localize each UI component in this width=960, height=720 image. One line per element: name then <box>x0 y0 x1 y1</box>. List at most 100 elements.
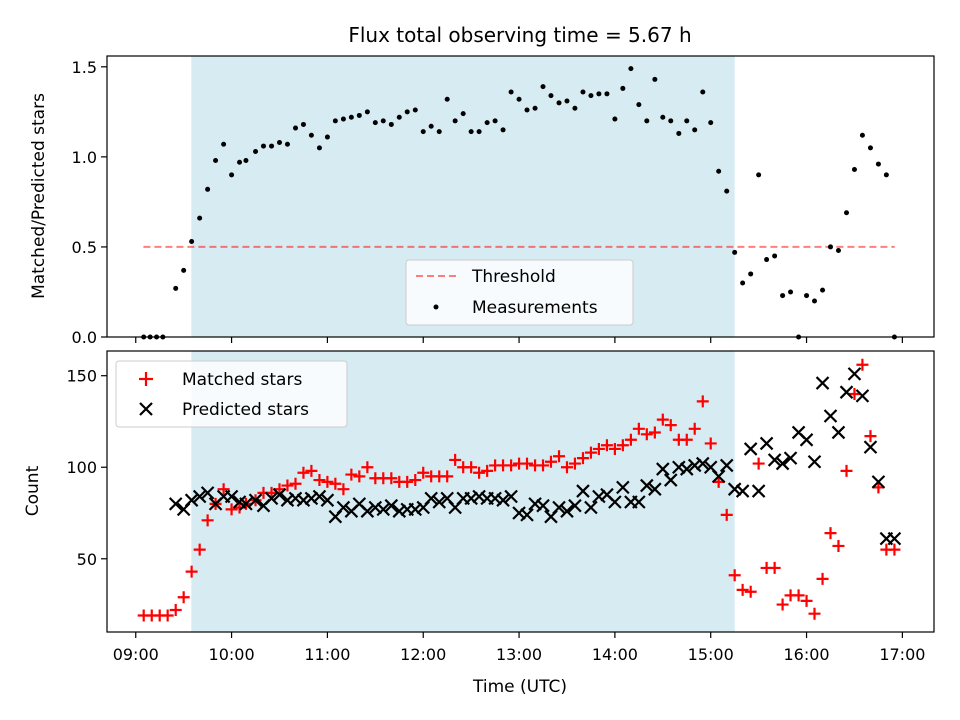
matched-star-point <box>776 598 789 611</box>
y-tick-label: 0.5 <box>72 238 97 257</box>
measurement-point <box>500 127 506 133</box>
matched-star-point <box>640 428 653 441</box>
predicted-star-point <box>616 480 630 495</box>
top-panel: 0.0 0.5 1.0 1.5 Matched/Predicted stars Thr… <box>29 55 935 347</box>
top-legend: Threshold Measurements <box>405 259 634 326</box>
predicted-star-point <box>560 504 574 518</box>
matched-star-point <box>752 457 765 470</box>
predicted-star-point <box>719 458 734 473</box>
y-tick-label: 1.5 <box>72 58 97 77</box>
measurement-point <box>492 118 498 124</box>
measurement-point <box>883 172 889 178</box>
measurement-point <box>748 271 754 277</box>
matched-star-point <box>289 477 302 490</box>
predicted-star-point <box>536 498 550 513</box>
measurement-point <box>516 96 522 102</box>
top-x-ticks <box>135 337 903 343</box>
matched-star-point <box>337 483 350 496</box>
predicted-star-point <box>424 491 438 506</box>
predicted-star-point <box>767 453 782 467</box>
matched-star-point <box>465 461 478 474</box>
predicted-star-point <box>464 491 478 506</box>
bottom-x-ticks: 09:00 10:00 11:00 12:00 13:00 14:00 15:00 16:00… <box>113 632 925 664</box>
measurement-point <box>524 107 530 113</box>
measurement-point <box>612 116 618 122</box>
legend-matched-marker <box>139 372 153 386</box>
bottom-legend-frame <box>115 360 348 428</box>
predicted-star-point <box>376 502 391 517</box>
predicted-star-point <box>504 489 518 504</box>
predicted-star-point <box>887 531 902 546</box>
matched-star-point <box>385 472 398 485</box>
predicted-star-point <box>608 495 622 509</box>
y-tick-label: 50 <box>77 550 97 569</box>
measurement-point <box>692 127 698 133</box>
matched-star-point <box>808 607 821 620</box>
matched-star-point <box>185 565 198 578</box>
measurement-point <box>772 253 778 259</box>
matched-star-point <box>193 543 206 556</box>
measurement-point <box>668 118 674 124</box>
predicted-star-point <box>783 451 798 465</box>
measurement-point <box>724 188 730 194</box>
matched-star-point <box>576 452 589 465</box>
predicted-star-point <box>823 409 838 423</box>
predicted-star-point <box>831 425 846 440</box>
measurement-point <box>484 120 490 126</box>
predicted-star-point <box>184 493 199 507</box>
predicted-star-point <box>863 440 878 454</box>
predicted-star-point <box>775 456 790 471</box>
measurement-point <box>460 111 466 117</box>
y-tick-label: 0.0 <box>72 328 97 347</box>
matched-star-point <box>832 539 845 552</box>
matched-star-point <box>441 470 454 483</box>
top-y-axis-label: Matched/Predicted stars <box>29 93 49 299</box>
matched-star-point <box>864 430 877 443</box>
x-axis-label: Time (UTC) <box>472 677 567 697</box>
matched-star-point <box>600 439 613 452</box>
matched-star-point <box>353 470 366 483</box>
measurement-point <box>556 100 562 106</box>
predicted-star-point <box>815 376 830 390</box>
predicted-star-point <box>568 498 582 513</box>
matched-star-point <box>409 474 422 487</box>
x-tick-label: 11:00 <box>304 645 350 664</box>
matched-star-point <box>856 358 869 371</box>
predicted-star-point <box>592 489 606 504</box>
matched-star-point <box>449 453 462 466</box>
measurement-point <box>205 186 211 192</box>
matched-star-point <box>792 589 805 602</box>
measurement-point <box>508 89 514 95</box>
predicted-star-point <box>847 367 862 381</box>
x-tick-label: 17:00 <box>879 645 925 664</box>
top-axes-frame <box>106 55 935 338</box>
measurement-point <box>404 109 410 115</box>
measurement-point <box>396 114 402 120</box>
matched-star-point <box>560 461 573 474</box>
measurement-point <box>237 159 243 165</box>
measurement-point <box>628 66 634 72</box>
predicted-star-point <box>663 473 678 487</box>
measurement-point <box>468 129 474 135</box>
bottom-legend: Matched stars Predicted stars <box>115 360 348 428</box>
measurement-point <box>684 118 690 124</box>
matched-star-point <box>664 419 677 432</box>
matched-star-point <box>584 446 597 459</box>
legend-matched-label: Matched stars <box>182 370 302 390</box>
matched-star-point <box>521 457 534 470</box>
predicted-star-point <box>871 475 886 489</box>
predicted-star-point <box>200 486 215 500</box>
matched-star-point <box>544 455 557 468</box>
measurement-point <box>324 134 330 140</box>
matched-star-point <box>768 561 781 574</box>
matched-star-point <box>728 569 741 582</box>
predicted-star-point <box>656 462 670 476</box>
matched-star-point <box>624 433 637 446</box>
matched-star-point <box>616 439 629 452</box>
matched-star-point <box>592 442 605 455</box>
measurement-point <box>420 129 426 135</box>
measurement-point <box>851 166 857 172</box>
measurement-point <box>300 121 306 127</box>
measurement-point <box>372 120 378 126</box>
